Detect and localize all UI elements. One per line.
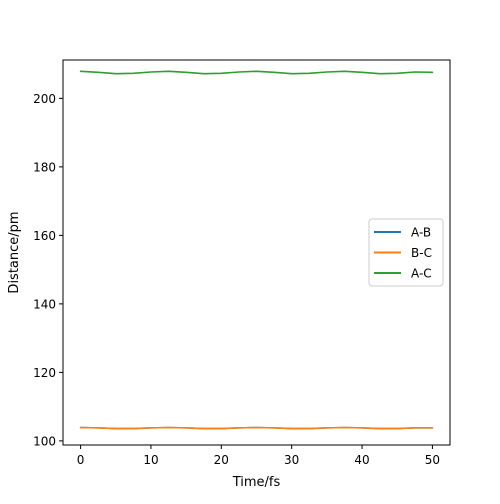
x-tick-label: 40 <box>354 453 369 467</box>
x-tick-label: 50 <box>425 453 440 467</box>
series-line-a-c <box>79 70 434 75</box>
y-tick-label: 120 <box>33 366 56 380</box>
legend-box <box>368 218 444 287</box>
y-axis-label: Distance/pm <box>7 211 22 293</box>
y-axis: 100 120 140 160 180 200 <box>33 92 63 448</box>
y-tick-label: 140 <box>33 297 56 311</box>
legend-label-a-b: A-B <box>411 226 431 240</box>
x-tick-label: 10 <box>143 453 158 467</box>
legend-label-a-c: A-C <box>411 267 432 281</box>
y-tick-label: 180 <box>33 160 56 174</box>
x-tick-label: 0 <box>77 453 85 467</box>
y-tick-label: 200 <box>33 92 56 106</box>
plot-frame <box>62 59 451 446</box>
y-tick-label: 160 <box>33 229 56 243</box>
x-tick-label: 30 <box>284 453 299 467</box>
x-axis: 0 10 20 30 40 50 <box>77 445 440 467</box>
y-tick-label: 100 <box>33 434 56 448</box>
x-axis-label: Time/fs <box>232 475 281 490</box>
x-tick-label: 20 <box>214 453 229 467</box>
legend: A-B B-C A-C <box>368 218 444 287</box>
series-line-b-c <box>79 426 434 430</box>
legend-label-b-c: B-C <box>411 246 432 260</box>
series-layer <box>79 70 434 430</box>
